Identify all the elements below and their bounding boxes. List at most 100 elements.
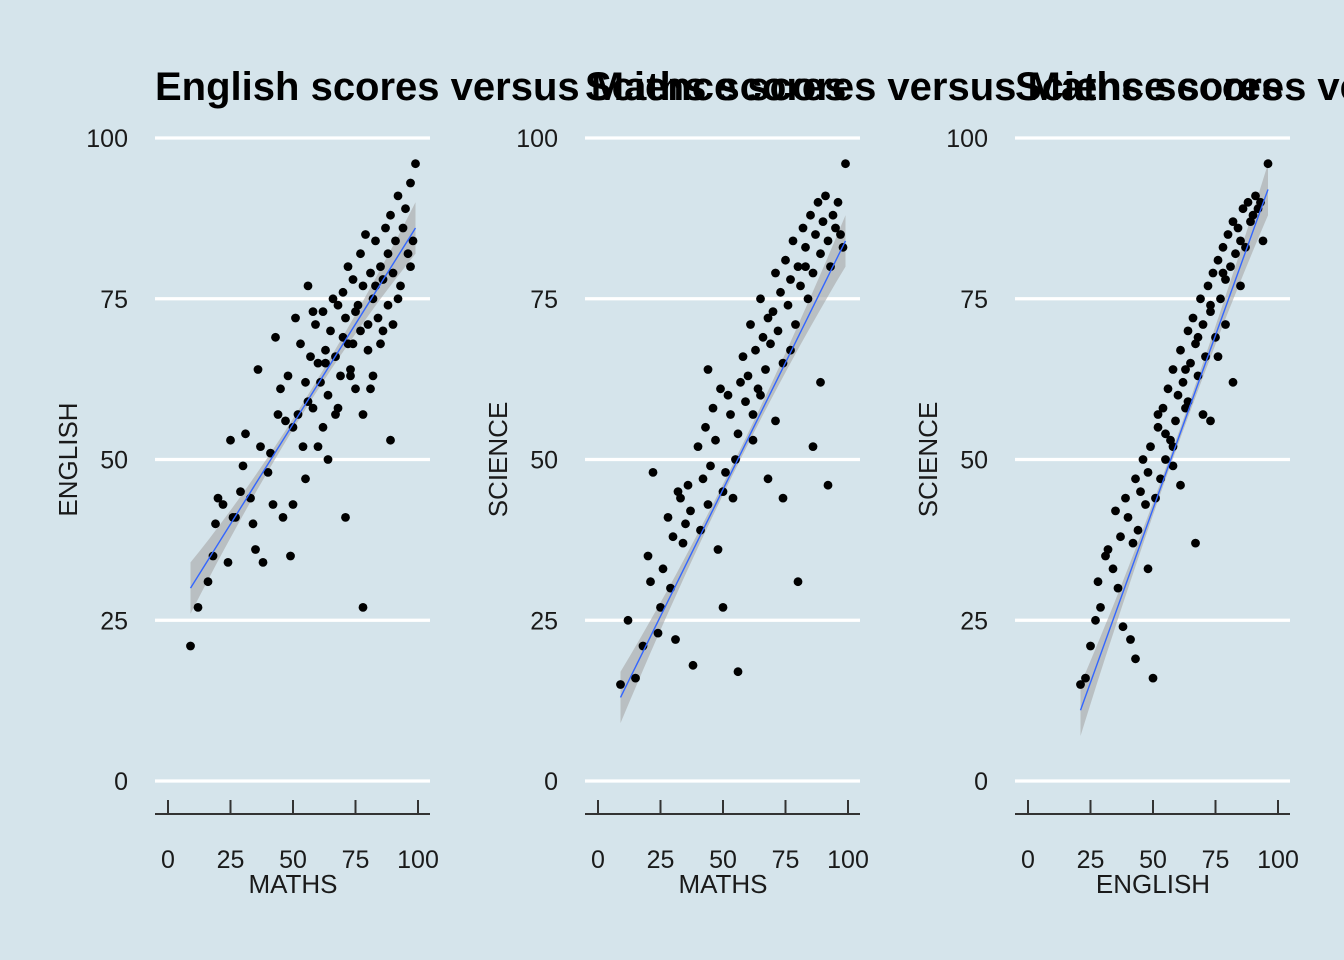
data-point bbox=[288, 500, 298, 509]
data-point bbox=[656, 603, 665, 612]
data-point bbox=[1173, 390, 1183, 400]
data-point bbox=[208, 551, 218, 561]
data-point bbox=[728, 493, 738, 503]
data-point bbox=[793, 262, 803, 271]
data-point bbox=[291, 313, 300, 323]
panel-title: English scores versus Maths scores bbox=[155, 65, 846, 109]
data-point bbox=[341, 513, 350, 522]
data-point bbox=[1188, 313, 1198, 323]
data-point bbox=[646, 577, 655, 587]
x-tick-label: 25 bbox=[647, 846, 675, 874]
data-point bbox=[756, 390, 765, 400]
data-point bbox=[1208, 268, 1218, 278]
data-point bbox=[396, 281, 405, 291]
data-point bbox=[1213, 255, 1223, 265]
data-point bbox=[311, 320, 320, 329]
y-tick-label: 75 bbox=[530, 286, 558, 314]
data-point bbox=[1126, 635, 1135, 644]
data-point bbox=[816, 249, 825, 259]
data-point bbox=[363, 345, 373, 355]
data-point bbox=[663, 513, 673, 522]
data-point bbox=[781, 255, 790, 265]
y-axis-label: SCIENCE bbox=[483, 402, 513, 518]
data-point bbox=[343, 262, 353, 271]
data-point bbox=[826, 262, 835, 271]
data-point bbox=[373, 313, 383, 323]
x-tick-label: 25 bbox=[217, 846, 245, 874]
data-point bbox=[236, 487, 245, 496]
y-tick-label: 50 bbox=[530, 447, 558, 475]
data-point bbox=[308, 403, 318, 413]
data-point bbox=[1218, 242, 1228, 252]
x-tick-label: 0 bbox=[1021, 846, 1035, 874]
data-point bbox=[733, 667, 743, 677]
data-point bbox=[381, 223, 390, 233]
data-point bbox=[1251, 191, 1260, 201]
data-point bbox=[186, 641, 195, 651]
data-point bbox=[761, 365, 770, 374]
data-point bbox=[823, 480, 833, 490]
x-tick-label: 75 bbox=[772, 846, 800, 874]
data-point bbox=[771, 268, 780, 278]
data-point bbox=[653, 628, 663, 638]
data-point bbox=[751, 345, 760, 355]
data-point bbox=[333, 300, 343, 310]
data-point bbox=[1263, 159, 1273, 169]
data-point bbox=[806, 210, 815, 220]
data-point bbox=[818, 217, 828, 227]
data-point bbox=[313, 442, 323, 451]
trend-line bbox=[619, 240, 847, 698]
data-point bbox=[688, 660, 698, 670]
data-point bbox=[331, 410, 340, 419]
data-point bbox=[1108, 564, 1118, 574]
data-point bbox=[1171, 416, 1180, 426]
data-point bbox=[218, 500, 228, 509]
data-point bbox=[326, 326, 335, 336]
data-point bbox=[1168, 461, 1178, 471]
x-tick-label: 50 bbox=[1139, 846, 1167, 874]
data-point bbox=[318, 422, 328, 432]
data-point bbox=[726, 410, 735, 419]
data-point bbox=[733, 429, 743, 439]
data-point bbox=[1243, 197, 1253, 207]
data-point bbox=[376, 339, 385, 349]
data-point bbox=[298, 442, 308, 451]
data-point bbox=[401, 204, 410, 214]
y-tick-label: 75 bbox=[960, 286, 988, 314]
x-tick-label: 50 bbox=[709, 846, 737, 874]
data-point bbox=[683, 480, 693, 490]
data-point bbox=[241, 429, 250, 439]
data-point bbox=[268, 500, 278, 509]
data-point bbox=[341, 313, 350, 323]
y-axis-label: SCIENCE bbox=[913, 402, 943, 518]
data-point bbox=[718, 603, 728, 612]
data-point bbox=[711, 435, 720, 445]
data-point bbox=[668, 532, 678, 542]
data-point bbox=[701, 422, 710, 432]
data-point bbox=[223, 558, 233, 567]
data-point bbox=[816, 377, 825, 387]
data-point bbox=[1153, 422, 1163, 432]
data-point bbox=[681, 519, 690, 529]
y-tick-label: 0 bbox=[974, 768, 988, 796]
data-point bbox=[821, 191, 830, 201]
data-point bbox=[738, 352, 748, 361]
data-point bbox=[1233, 223, 1243, 233]
data-point bbox=[1221, 320, 1230, 329]
data-point bbox=[788, 236, 798, 246]
data-point bbox=[1118, 622, 1128, 632]
data-point bbox=[211, 519, 220, 529]
data-point bbox=[786, 275, 795, 284]
data-point bbox=[1121, 493, 1130, 503]
data-point bbox=[811, 230, 820, 239]
data-point bbox=[1258, 236, 1268, 246]
x-tick-label: 75 bbox=[342, 846, 370, 874]
data-point bbox=[278, 513, 288, 522]
data-point bbox=[253, 365, 263, 374]
data-point bbox=[388, 320, 398, 329]
data-point bbox=[831, 223, 840, 233]
data-point bbox=[363, 320, 373, 329]
data-point bbox=[406, 262, 415, 271]
data-point bbox=[406, 178, 415, 188]
x-tick-label: 75 bbox=[1202, 846, 1230, 874]
